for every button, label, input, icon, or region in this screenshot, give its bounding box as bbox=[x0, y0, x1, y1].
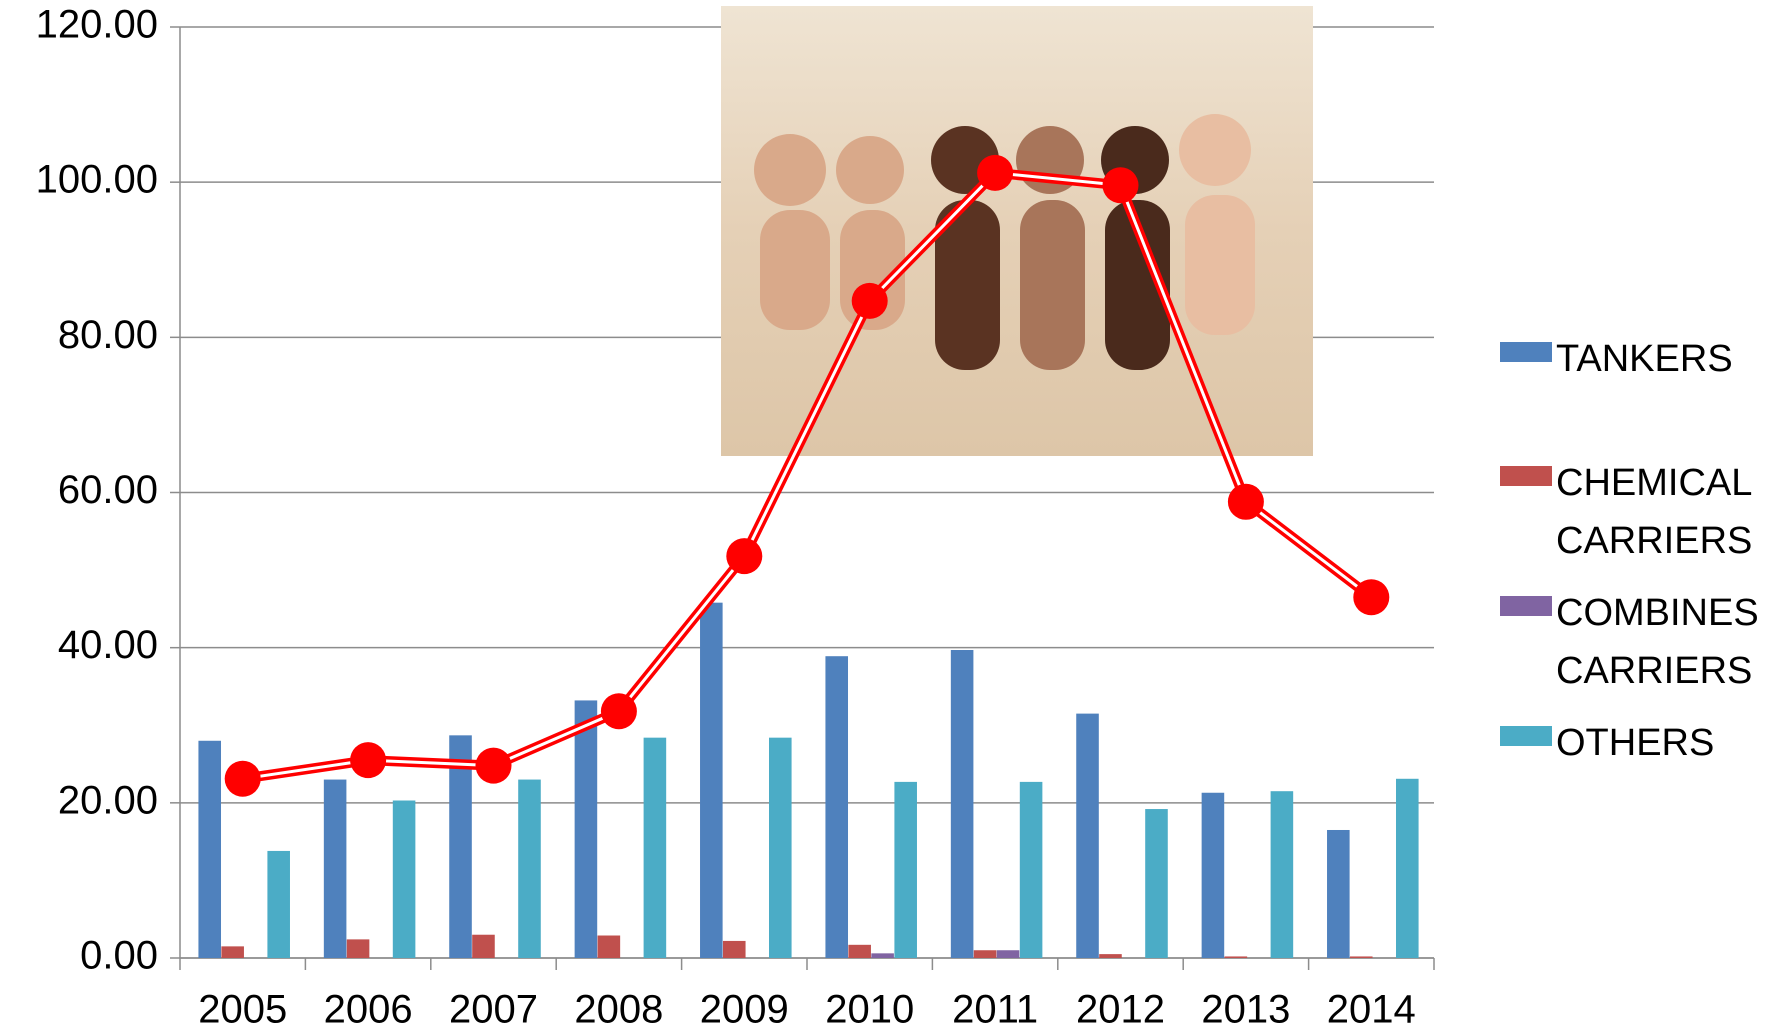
bar bbox=[1270, 791, 1294, 958]
bar bbox=[392, 800, 416, 958]
line-marker bbox=[600, 693, 637, 730]
bar bbox=[871, 953, 894, 958]
bar bbox=[1349, 956, 1373, 958]
x-tick-label: 2005 bbox=[198, 988, 287, 1032]
legend-entry: CHEMICAL CARRIERS bbox=[1500, 454, 1776, 570]
bar bbox=[1145, 809, 1168, 958]
bar bbox=[700, 602, 723, 958]
x-tick-label: 2013 bbox=[1201, 988, 1290, 1032]
legend-entry: COMBINES CARRIERS bbox=[1500, 584, 1776, 700]
x-tick-label: 2012 bbox=[1076, 988, 1165, 1032]
line-marker bbox=[851, 282, 888, 319]
bar bbox=[1019, 781, 1043, 958]
legend-swatch bbox=[1500, 342, 1552, 362]
bar bbox=[574, 700, 598, 958]
legend: TANKERS CHEMICAL CARRIERS COMBINES CARRIER… bbox=[1500, 330, 1776, 838]
photo-figures bbox=[754, 114, 1255, 370]
y-tick-label: 40.00 bbox=[58, 623, 158, 667]
y-tick-label: 120.00 bbox=[36, 3, 158, 47]
bar bbox=[518, 779, 541, 958]
legend-swatch bbox=[1500, 726, 1552, 746]
bar bbox=[198, 740, 222, 958]
legend-label: TANKERS bbox=[1556, 338, 1733, 380]
line-marker bbox=[726, 538, 763, 575]
line-marker bbox=[1227, 483, 1264, 520]
bar bbox=[267, 850, 290, 958]
y-tick-label: 0.00 bbox=[80, 934, 158, 978]
x-tick-label: 2006 bbox=[324, 988, 413, 1032]
line-marker bbox=[224, 760, 261, 797]
bar bbox=[221, 946, 244, 958]
bar bbox=[1201, 792, 1225, 958]
bar bbox=[894, 781, 917, 958]
bar bbox=[1224, 956, 1248, 958]
bar bbox=[769, 737, 792, 958]
x-tick-label: 2014 bbox=[1327, 988, 1416, 1032]
bar bbox=[848, 944, 871, 958]
y-tick-label: 60.00 bbox=[58, 468, 158, 512]
y-tick-label: 80.00 bbox=[58, 313, 158, 357]
line-highlight bbox=[242, 171, 1373, 781]
bar bbox=[472, 934, 495, 958]
bar bbox=[1099, 954, 1122, 958]
x-tick-label: 2011 bbox=[952, 988, 1038, 1032]
bar bbox=[1076, 713, 1099, 958]
bar bbox=[449, 735, 472, 958]
line-marker bbox=[1102, 167, 1139, 204]
legend-entry: OTHERS bbox=[1500, 714, 1776, 824]
photo bbox=[721, 6, 1313, 456]
bar bbox=[825, 656, 849, 958]
line-marker bbox=[1353, 579, 1390, 616]
bar bbox=[950, 649, 974, 958]
x-tick-label: 2008 bbox=[574, 988, 663, 1032]
x-tick-label: 2010 bbox=[825, 988, 914, 1032]
line-marker bbox=[475, 747, 512, 784]
legend-label: OTHERS bbox=[1556, 722, 1715, 764]
bar bbox=[996, 950, 1020, 958]
x-tick-label: 2007 bbox=[449, 988, 538, 1032]
line-marker bbox=[977, 154, 1014, 191]
legend-label: COMBINES CARRIERS bbox=[1556, 592, 1759, 692]
legend-label: CHEMICAL CARRIERS bbox=[1556, 462, 1753, 562]
bar bbox=[722, 940, 746, 958]
bar bbox=[323, 779, 347, 958]
y-tick-label: 20.00 bbox=[58, 778, 158, 822]
legend-entry: TANKERS bbox=[1500, 330, 1776, 440]
bar bbox=[1327, 829, 1350, 958]
x-tick-label: 2009 bbox=[700, 988, 789, 1032]
legend-swatch bbox=[1500, 466, 1552, 486]
bar bbox=[643, 737, 667, 958]
bar bbox=[1396, 778, 1419, 958]
bar bbox=[973, 950, 997, 958]
bar bbox=[597, 935, 621, 958]
y-tick-label: 100.00 bbox=[36, 158, 158, 202]
legend-swatch bbox=[1500, 596, 1552, 616]
bar bbox=[346, 939, 370, 958]
line-marker bbox=[350, 742, 387, 779]
